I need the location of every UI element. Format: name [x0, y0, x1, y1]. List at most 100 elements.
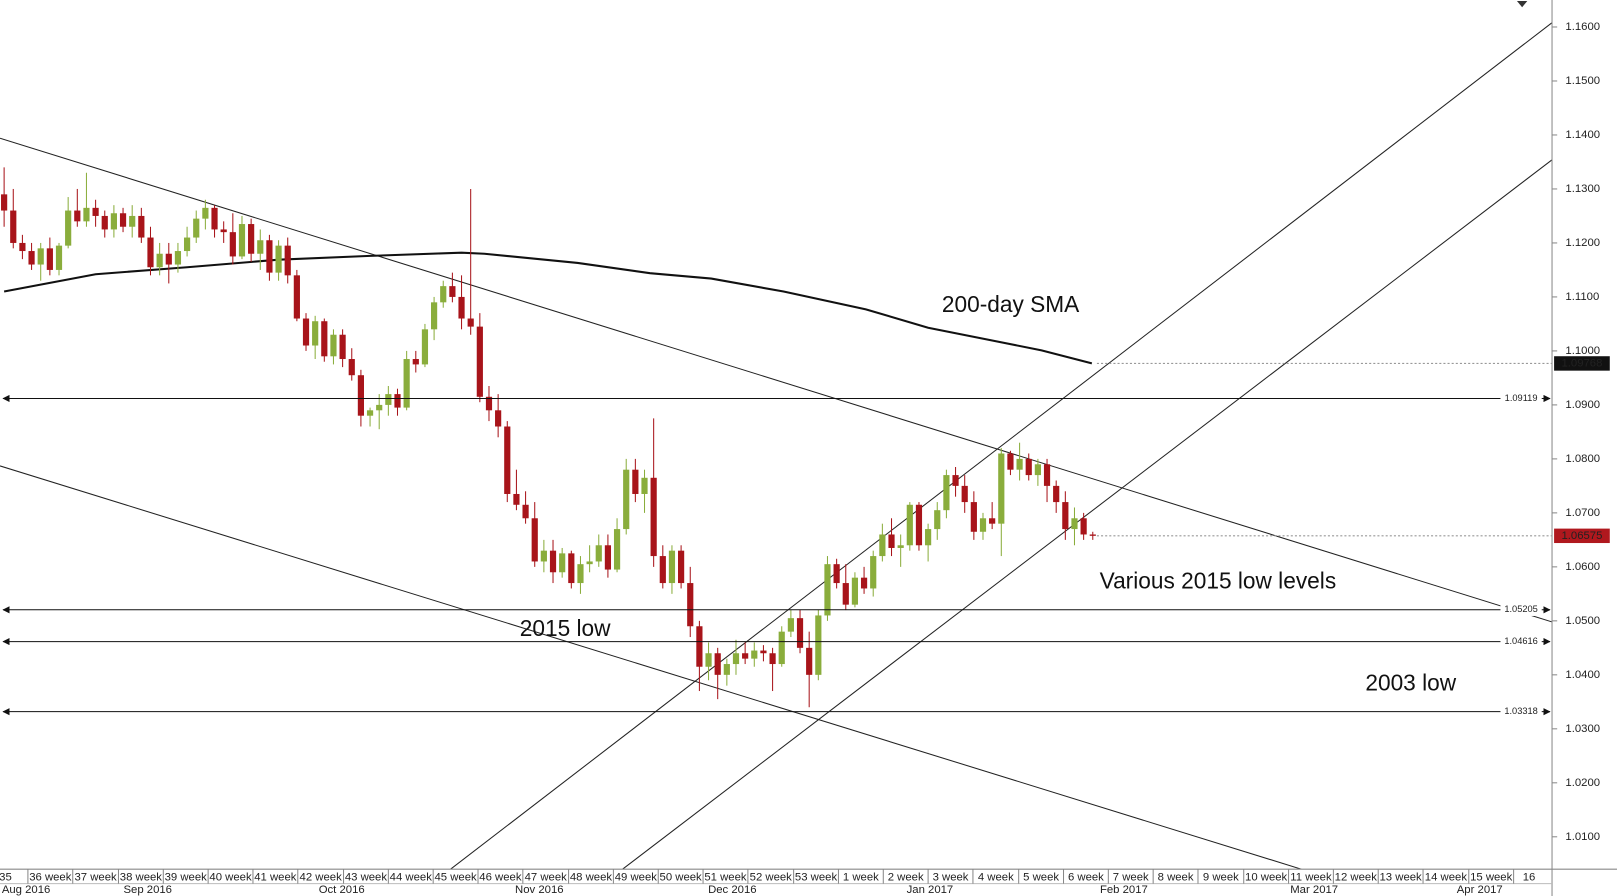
candle-body	[129, 215, 136, 227]
candle-body	[1053, 485, 1060, 503]
annotation: Various 2015 low levels	[1100, 568, 1337, 594]
trend-line	[622, 159, 1553, 870]
x-tick-label: 5 week	[1023, 871, 1059, 883]
y-tick-label: 1.1000	[1565, 345, 1600, 357]
candle-body	[1062, 502, 1069, 530]
candle-body	[284, 245, 291, 276]
candle-body	[138, 215, 145, 238]
candle-body	[970, 502, 977, 532]
x-tick-label: 36 week	[29, 871, 72, 883]
month-label: Mar 2017	[1290, 884, 1338, 896]
candle-body	[220, 229, 227, 233]
candle-body	[1071, 518, 1078, 530]
candle-body	[147, 237, 154, 268]
candle-body	[623, 469, 630, 530]
menu-arrow[interactable]	[1516, 1, 1528, 8]
candle-body	[156, 253, 163, 268]
candle-body	[961, 485, 968, 503]
candle-body	[842, 583, 849, 605]
trend-line	[0, 137, 1553, 623]
candle-body	[476, 326, 483, 397]
x-tick-label: 2 week	[888, 871, 924, 883]
candle-body	[1034, 464, 1041, 476]
x-tick-label: 3 week	[933, 871, 969, 883]
candle-body	[714, 653, 721, 675]
candle-body	[1, 194, 8, 211]
x-tick-label: 38 week	[120, 871, 163, 883]
x-tick-label: 14 week	[1425, 871, 1468, 883]
candle-body	[925, 529, 932, 546]
level-label: 1.09119	[1505, 393, 1538, 403]
month-label: Aug 2016	[2, 884, 51, 896]
x-tick-label: 10 week	[1245, 871, 1288, 883]
month-label: Feb 2017	[1100, 884, 1148, 896]
candle-body	[751, 650, 758, 659]
annotation: 2015 low	[520, 615, 611, 641]
y-tick-label: 1.0700	[1565, 507, 1600, 519]
y-tick-label: 1.1600	[1565, 21, 1600, 33]
candle-body	[238, 224, 246, 257]
y-tick-label: 1.1200	[1565, 237, 1600, 249]
candle-body	[376, 404, 383, 411]
level-label: 1.04616	[1504, 636, 1538, 646]
candle-body	[19, 242, 26, 252]
x-tick-label: 11 week	[1290, 871, 1332, 883]
candle-body	[495, 410, 502, 427]
month-label: Oct 2016	[319, 884, 365, 896]
candle-body	[659, 556, 666, 584]
price-tag	[1554, 528, 1610, 544]
candle-body	[449, 286, 456, 297]
x-tick-label: 40 week	[209, 871, 252, 883]
candle-body	[357, 375, 364, 416]
candle-body	[732, 653, 740, 665]
candle-body	[796, 618, 804, 648]
candle-body	[302, 318, 310, 346]
candle-body	[787, 618, 794, 632]
level-label: 1.03318	[1504, 706, 1538, 716]
candle-body	[467, 318, 474, 327]
x-tick-label: 12 week	[1335, 871, 1378, 883]
candle-body	[1043, 464, 1051, 486]
x-tick-label: 42 week	[300, 871, 343, 883]
candle-body	[248, 224, 255, 254]
month-label: Apr 2017	[1457, 884, 1503, 896]
candle-body	[595, 545, 602, 562]
x-tick-label: 9 week	[1203, 871, 1239, 883]
candle-body	[211, 207, 218, 230]
candle-body	[943, 475, 950, 511]
candle-body	[888, 534, 895, 548]
candle-body	[815, 615, 822, 675]
x-tick-label: 51 week	[704, 871, 747, 883]
x-tick-label: 35	[0, 871, 12, 883]
candle-body	[83, 207, 90, 222]
trend-line	[0, 465, 1302, 870]
candle-body	[632, 469, 639, 494]
candle-body	[394, 394, 401, 408]
candle-body	[485, 396, 493, 411]
candle-body	[174, 251, 182, 265]
month-label: Dec 2016	[708, 884, 757, 896]
x-tick-label: 45 week	[434, 871, 477, 883]
candle-body	[275, 245, 282, 273]
y-tick-label: 1.1500	[1565, 75, 1600, 87]
x-tick-label: 16	[1523, 871, 1536, 883]
x-tick-label: 15 week	[1470, 871, 1513, 883]
candle-body	[650, 477, 657, 557]
candle-body	[110, 213, 117, 230]
candle-body	[568, 553, 575, 584]
x-tick-label: 4 week	[978, 871, 1014, 883]
candle-body	[339, 334, 346, 360]
x-tick-label: 39 week	[165, 871, 208, 883]
candle-body	[229, 232, 236, 257]
candle-body	[504, 426, 511, 494]
x-tick-label: 53 week	[795, 871, 838, 883]
candle-body	[193, 218, 200, 238]
candle-body	[641, 477, 648, 494]
candle-body	[330, 334, 337, 357]
candle-body	[403, 359, 410, 408]
candle-body	[183, 237, 191, 252]
x-tick-label: 47 week	[525, 871, 568, 883]
price-tag	[1554, 356, 1610, 371]
